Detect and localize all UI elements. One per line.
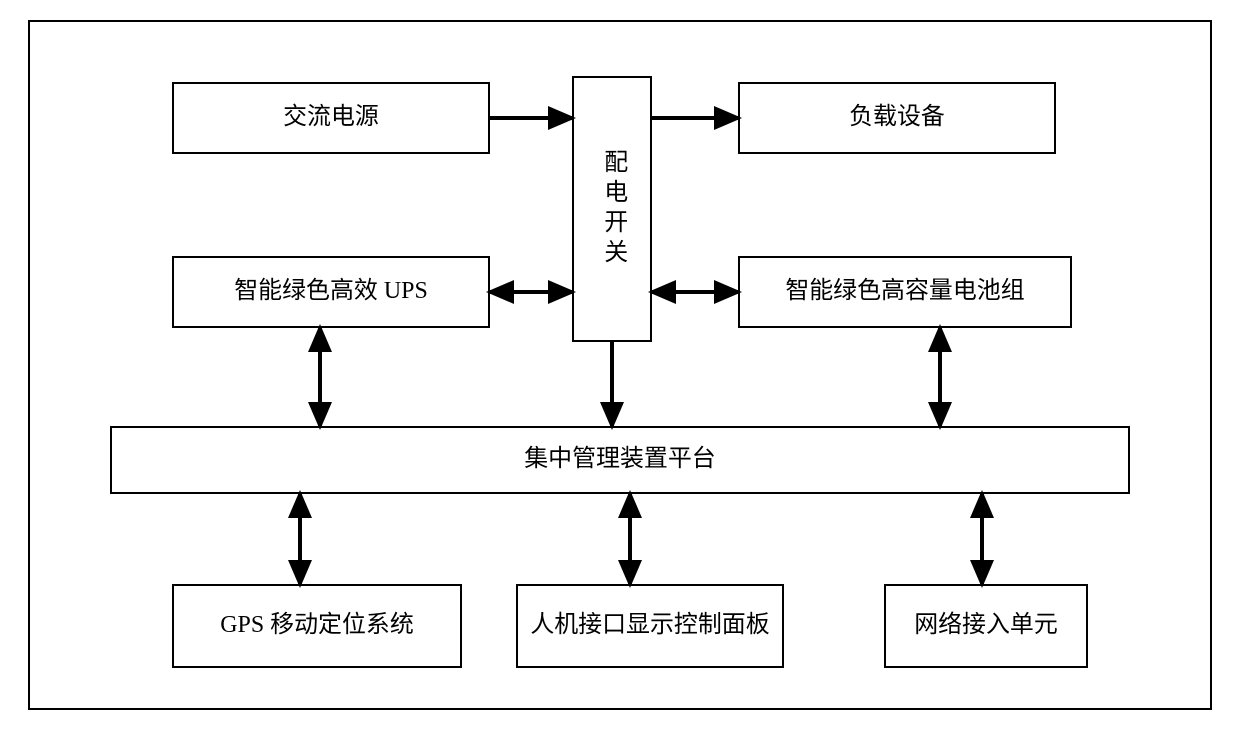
node-label: 集中管理装置平台 — [524, 443, 716, 477]
node-ac-power: 交流电源 — [172, 82, 490, 154]
node-load: 负载设备 — [738, 82, 1056, 154]
node-label: 智能绿色高容量电池组 — [785, 275, 1024, 309]
node-dist-switch: 配电开关 — [572, 76, 652, 342]
node-label: 网络接入单元 — [914, 609, 1058, 643]
node-battery: 智能绿色高容量电池组 — [738, 256, 1072, 328]
node-ups: 智能绿色高效 UPS — [172, 256, 490, 328]
node-network: 网络接入单元 — [884, 584, 1088, 668]
node-label: 智能绿色高效 UPS — [234, 275, 428, 309]
node-label: 人机接口显示控制面板 — [530, 609, 769, 643]
node-gps: GPS 移动定位系统 — [172, 584, 462, 668]
node-label: 负载设备 — [849, 101, 945, 135]
node-label: GPS 移动定位系统 — [220, 609, 414, 643]
node-hmi: 人机接口显示控制面板 — [516, 584, 784, 668]
node-label: 交流电源 — [283, 101, 379, 135]
node-platform: 集中管理装置平台 — [110, 426, 1130, 494]
node-label: 配电开关 — [595, 149, 629, 269]
